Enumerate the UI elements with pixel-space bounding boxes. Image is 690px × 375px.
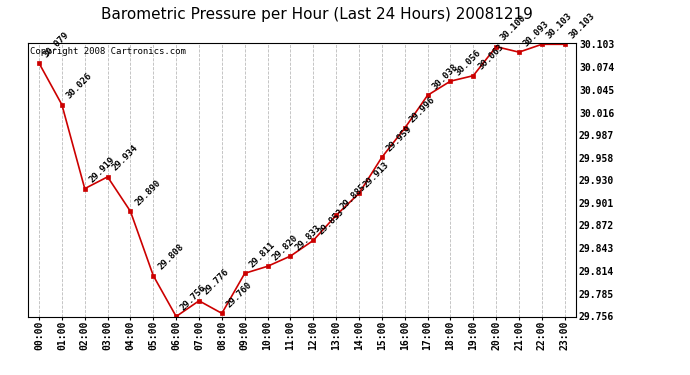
Text: 30.026: 30.026 [65,71,94,100]
Text: 29.885: 29.885 [339,182,368,211]
Text: 29.760: 29.760 [225,280,254,309]
Text: 30.093: 30.093 [522,19,551,48]
Text: 29.776: 29.776 [201,267,231,297]
Text: 30.103: 30.103 [544,11,574,40]
Text: 29.890: 29.890 [133,178,162,207]
Text: 30.079: 30.079 [42,30,71,59]
Text: 30.103: 30.103 [567,11,597,40]
Text: 29.934: 29.934 [110,144,139,173]
Text: 29.959: 29.959 [384,124,414,153]
Text: 29.756: 29.756 [179,283,208,312]
Text: 29.913: 29.913 [362,160,391,189]
Text: 29.833: 29.833 [293,223,322,252]
Text: 30.100: 30.100 [499,13,528,42]
Text: 29.919: 29.919 [88,155,117,184]
Text: 29.853: 29.853 [316,207,345,236]
Text: Copyright 2008 Cartronics.com: Copyright 2008 Cartronics.com [30,47,186,56]
Text: 30.063: 30.063 [476,42,505,72]
Text: Barometric Pressure per Hour (Last 24 Hours) 20081219: Barometric Pressure per Hour (Last 24 Ho… [101,8,533,22]
Text: 30.056: 30.056 [453,48,482,77]
Text: 29.808: 29.808 [156,242,185,272]
Text: 29.820: 29.820 [270,233,299,262]
Text: 29.811: 29.811 [248,240,277,269]
Text: 30.038: 30.038 [431,62,460,91]
Text: 29.996: 29.996 [408,95,437,124]
